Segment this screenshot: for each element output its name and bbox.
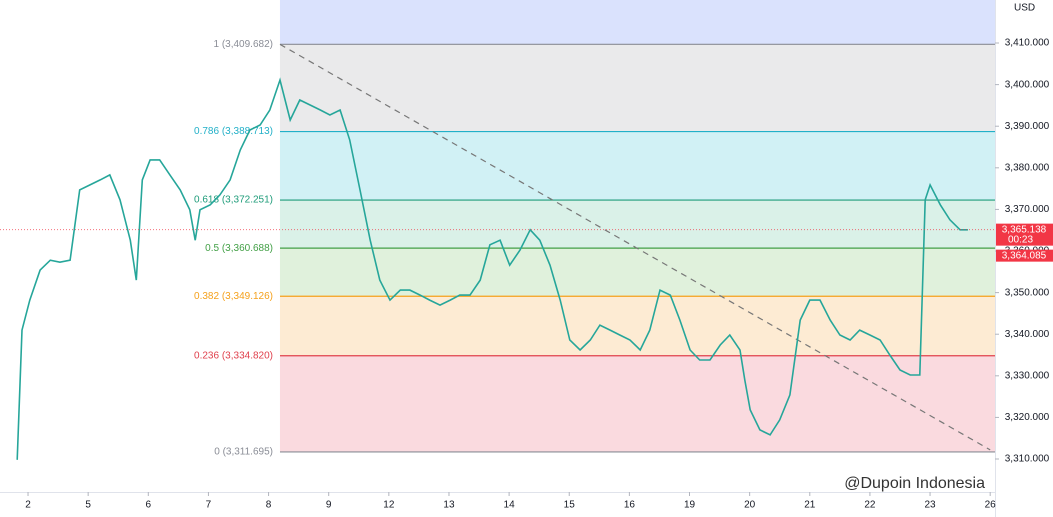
y-tick-label: 3,310.000	[1005, 454, 1050, 465]
price-tag-label: 3,365.138	[1002, 224, 1047, 235]
x-tick-label: 21	[804, 500, 816, 511]
x-tick-label: 16	[624, 500, 636, 511]
x-tick-label: 26	[985, 500, 997, 511]
y-tick-label: 3,340.000	[1005, 329, 1050, 340]
y-tick-label: 3,400.000	[1005, 79, 1050, 90]
plot-area: 1 (3,409.682) 0.786 (3,388.713) 0.618 (3,3…	[0, 0, 995, 460]
price-tag	[996, 249, 1053, 262]
y-tick-label: 3,350.000	[1005, 287, 1050, 298]
fib-band	[279, 248, 995, 297]
x-tick-label: 12	[383, 500, 395, 511]
x-tick-label: 19	[684, 500, 696, 511]
x-tick-label: 2	[25, 500, 31, 511]
y-tick-label: 3,370.000	[1005, 204, 1050, 215]
x-tick-label: 22	[864, 500, 876, 511]
x-tick-label: 5	[85, 500, 91, 511]
x-tick-label: 15	[564, 500, 576, 511]
trendline	[279, 43, 991, 451]
fib-label: 0.786 (3,388.713)	[194, 126, 273, 137]
fib-band	[279, 131, 995, 201]
x-tick-label: 13	[443, 500, 455, 511]
watermark: @Dupoin Indonesia	[844, 475, 985, 492]
fib-label: 0.618 (3,372.251)	[194, 195, 273, 206]
fib-label: 0.236 (3,334.820)	[194, 350, 273, 361]
y-tick-label: 3,320.000	[1005, 412, 1050, 423]
fib-label: 1 (3,409.682)	[213, 39, 273, 50]
x-tick-label: 6	[146, 500, 152, 511]
fib-label: 0.382 (3,349.126)	[194, 291, 273, 302]
price-tag	[996, 223, 1053, 246]
fib-band	[279, 355, 995, 452]
fib-label: 0 (3,311.695)	[214, 447, 273, 458]
currency-label: USD	[1014, 3, 1035, 14]
price-tag-countdown: 00:23	[1008, 234, 1033, 245]
fib-band	[279, 44, 995, 132]
x-tick-label: 8	[266, 500, 272, 511]
price-tag-label: 3,364.085	[1002, 250, 1047, 261]
fib-band	[279, 200, 995, 249]
x-tick-label: 9	[326, 500, 332, 511]
fib-band	[279, 0, 995, 45]
price-line	[16, 77, 968, 460]
y-tick-label: 3,390.000	[1005, 121, 1050, 132]
y-tick-label: 3,380.000	[1005, 162, 1050, 173]
fib-label: 0.5 (3,360.688)	[205, 243, 273, 254]
y-tick-label: 3,410.000	[1005, 38, 1050, 49]
x-tick-label: 20	[744, 500, 756, 511]
x-tick-label: 7	[206, 500, 212, 511]
x-tick-label: 14	[504, 500, 516, 511]
y-tick-label: 3,330.000	[1005, 370, 1050, 381]
x-tick-label: 23	[924, 500, 936, 511]
fib-band	[279, 296, 995, 356]
